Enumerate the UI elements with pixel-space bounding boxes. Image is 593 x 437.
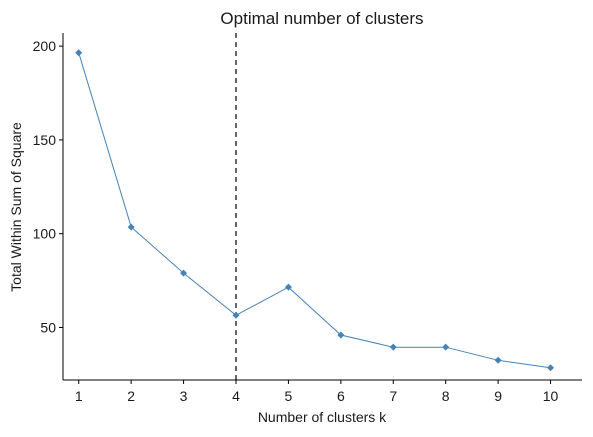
data-point-k8 <box>442 343 450 351</box>
x-tick-label-9: 9 <box>494 388 502 404</box>
x-axis-label: Number of clusters k <box>258 409 387 425</box>
chart-title: Optimal number of clusters <box>220 9 423 28</box>
y-tick-label-200: 200 <box>33 38 57 54</box>
y-tick-label-50: 50 <box>40 319 56 335</box>
data-point-k2 <box>127 223 135 231</box>
data-point-k3 <box>180 269 188 277</box>
series-line-0 <box>78 52 551 369</box>
data-point-k10 <box>547 364 555 372</box>
data-point-k4 <box>232 311 240 319</box>
x-tick-label-6: 6 <box>337 388 345 404</box>
plot-area: 50 100 150 200 1 2 3 4 5 6 7 8 9 10 <box>33 33 582 404</box>
data-point-k1 <box>75 49 83 57</box>
y-tick-label-150: 150 <box>33 132 57 148</box>
y-tick-label-100: 100 <box>33 226 57 242</box>
data-point-k7 <box>389 343 397 351</box>
y-axis-label: Total Within Sum of Square <box>8 122 24 292</box>
data-point-k9 <box>494 356 502 364</box>
x-tick-label-5: 5 <box>285 388 293 404</box>
x-tick-label-3: 3 <box>180 388 188 404</box>
x-tick-label-10: 10 <box>543 388 559 404</box>
data-point-k5 <box>284 283 292 291</box>
x-tick-label-4: 4 <box>232 388 240 404</box>
data-point-k6 <box>337 331 345 339</box>
x-tick-label-2: 2 <box>127 388 135 404</box>
x-tick-label-1: 1 <box>75 388 83 404</box>
x-tick-label-8: 8 <box>442 388 450 404</box>
x-tick-label-7: 7 <box>389 388 397 404</box>
